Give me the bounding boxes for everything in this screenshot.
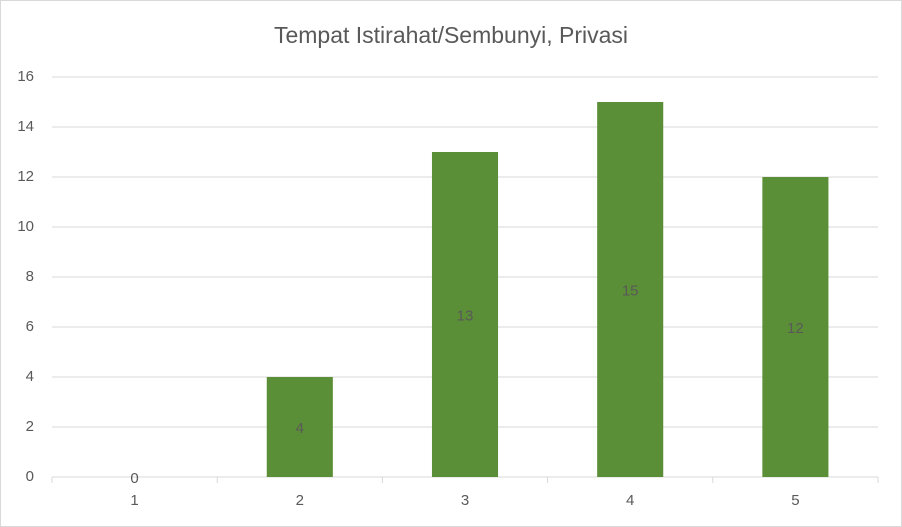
y-tick-label: 4 [26,368,34,385]
data-label: 15 [622,282,639,299]
bar [266,377,333,477]
y-tick-label: 6 [26,318,34,335]
data-label: 0 [130,470,138,487]
y-tick-label: 10 [17,218,34,235]
x-tick-label: 3 [461,492,469,509]
y-tick-label: 12 [17,168,34,185]
x-tick-label: 1 [130,492,138,509]
y-tick-label: 8 [26,268,34,285]
y-tick-label: 16 [17,68,34,85]
y-tick-label: 0 [26,468,34,485]
bar [597,102,664,477]
bar [762,177,829,477]
x-tick-label: 5 [791,492,799,509]
y-tick-label: 2 [26,418,34,435]
data-label: 13 [457,307,474,324]
data-label: 12 [787,320,804,337]
chart-title: Tempat Istirahat/Sembunyi, Privasi [274,22,628,48]
x-tick-label: 4 [626,492,634,509]
x-tick-label: 2 [296,492,304,509]
bar [431,152,499,477]
y-tick-label: 14 [17,118,34,135]
data-label: 4 [296,420,304,437]
